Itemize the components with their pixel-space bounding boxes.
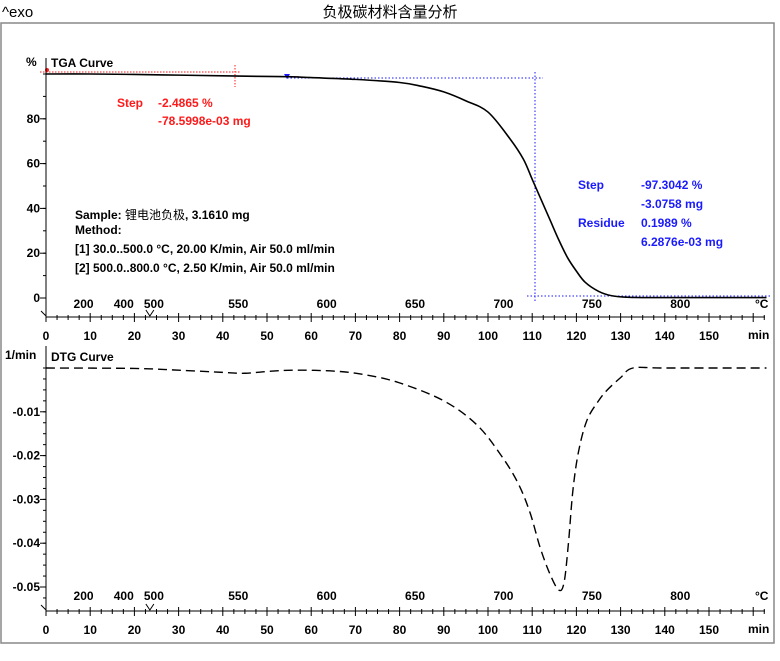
dtg-title: DTG Curve — [51, 350, 114, 364]
temp-axis-start-marker — [40, 310, 47, 317]
y-tick-label: -0.01 — [13, 405, 41, 419]
residue-percent: 0.1989 % — [641, 216, 692, 230]
x-tick-label: 150 — [699, 623, 719, 637]
y-tick-label: -0.04 — [13, 536, 41, 550]
temp-tick-label: 650 — [405, 297, 425, 311]
temp-tick-label: 500 — [144, 297, 164, 311]
red-step-label: Step — [117, 96, 143, 110]
temp-tick-label: 500 — [144, 589, 164, 603]
y-tick-label: 40 — [27, 201, 41, 215]
sample-line: Sample: 锂电池负极, 3.1610 mg — [75, 207, 250, 222]
x-tick-label: 50 — [260, 329, 274, 343]
x-tick-label: 60 — [305, 623, 319, 637]
temp-axis-start-marker — [40, 604, 47, 611]
x-tick-label: 140 — [655, 329, 675, 343]
x-tick-label: 140 — [655, 623, 675, 637]
tga-temp-unit: °C — [755, 297, 769, 311]
tga-ylabel: % — [26, 55, 37, 69]
red-step-mass: -78.5998e-03 mg — [158, 114, 251, 128]
x-tick-label: 130 — [611, 623, 631, 637]
x-tick-label: 130 — [611, 329, 631, 343]
temp-tick-label: 750 — [582, 589, 602, 603]
temp-tick-label: 800 — [670, 297, 690, 311]
temp-tick-label: 400 — [114, 589, 134, 603]
segment-change-marker — [145, 603, 155, 611]
red-step-percent: -2.4865 % — [158, 96, 213, 110]
temp-tick-label: 650 — [405, 589, 425, 603]
sample-label: Sample: — [75, 208, 122, 222]
y-tick-label: -0.03 — [13, 492, 41, 506]
x-tick-label: 30 — [172, 329, 186, 343]
x-tick-label: 80 — [393, 329, 407, 343]
x-tick-label: 20 — [128, 329, 142, 343]
x-tick-label: 120 — [566, 623, 586, 637]
y-tick-label: 60 — [27, 157, 41, 171]
tga-time-unit: min — [748, 328, 769, 342]
x-tick-label: 150 — [699, 329, 719, 343]
x-tick-label: 90 — [437, 623, 451, 637]
temp-tick-label: 550 — [228, 297, 248, 311]
x-tick-label: 10 — [84, 623, 98, 637]
temp-tick-label: 200 — [74, 589, 94, 603]
x-tick-label: 40 — [216, 623, 230, 637]
dtg-temp-unit: °C — [755, 589, 769, 603]
dtg-curve — [45, 366, 767, 592]
chart-frame — [0, 22, 775, 644]
x-tick-label: 50 — [260, 623, 274, 637]
x-tick-label: 10 — [84, 329, 98, 343]
method-label: Method: — [75, 223, 122, 237]
x-tick-label: 120 — [566, 329, 586, 343]
y-tick-label: 20 — [27, 246, 41, 260]
x-tick-label: 80 — [393, 623, 407, 637]
x-tick-label: 100 — [478, 623, 498, 637]
x-tick-label: 70 — [349, 623, 363, 637]
sample-info: Sample: 锂电池负极, 3.1610 mg Method: [1] 30.… — [75, 207, 335, 275]
blue-step-label: Step — [578, 178, 604, 192]
x-tick-label: 20 — [128, 623, 142, 637]
y-tick-label: 80 — [27, 112, 41, 126]
residue-label: Residue — [578, 216, 625, 230]
exo-label: ^exo — [2, 4, 33, 21]
x-tick-label: 110 — [523, 623, 543, 637]
temp-tick-label: 400 — [114, 297, 134, 311]
x-tick-label: 90 — [437, 329, 451, 343]
method-segment-2: [2] 500.0..800.0 °C, 2.50 K/min, Air 50.… — [75, 261, 335, 275]
temp-tick-label: 200 — [74, 297, 94, 311]
y-tick-label: -0.05 — [13, 580, 41, 594]
blue-step-annotation: Step -97.3042 % -3.0758 mg Residue 0.198… — [578, 178, 723, 249]
sample-mass: , 3.1610 mg — [185, 208, 250, 222]
dtg-time-unit: min — [748, 622, 769, 636]
y-tick-label: 0 — [33, 291, 40, 305]
residue-mass: 6.2876e-03 mg — [641, 235, 723, 249]
dtg-ylabel: 1/min — [5, 348, 36, 362]
x-tick-label: 70 — [349, 329, 363, 343]
tga-title: TGA Curve — [51, 56, 114, 70]
x-tick-label: 40 — [216, 329, 230, 343]
temp-tick-label: 700 — [493, 589, 513, 603]
x-tick-label: 30 — [172, 623, 186, 637]
blue-step-percent: -97.3042 % — [641, 178, 703, 192]
temp-tick-label: 800 — [670, 589, 690, 603]
x-tick-label: 60 — [305, 329, 319, 343]
temp-tick-label: 600 — [317, 589, 337, 603]
x-tick-label: 100 — [478, 329, 498, 343]
temp-tick-label: 700 — [493, 297, 513, 311]
temp-tick-label: 550 — [228, 589, 248, 603]
tga-curve — [45, 73, 767, 299]
blue-step-mass: -3.0758 mg — [641, 197, 703, 211]
chart-title: 负极碳材料含量分析 — [322, 4, 457, 21]
x-tick-label: 110 — [523, 329, 543, 343]
red-step-annotation: Step -2.4865 % -78.5998e-03 mg — [117, 96, 251, 128]
method-segment-1: [1] 30.0..500.0 °C, 20.00 K/min, Air 50.… — [75, 242, 335, 256]
temp-tick-label: 750 — [582, 297, 602, 311]
sample-name: 锂电池负极 — [125, 207, 185, 222]
x-tick-label: 0 — [43, 329, 50, 343]
y-tick-label: -0.02 — [13, 449, 41, 463]
segment-change-marker — [145, 309, 155, 317]
temp-tick-label: 600 — [317, 297, 337, 311]
x-tick-label: 0 — [43, 623, 50, 637]
